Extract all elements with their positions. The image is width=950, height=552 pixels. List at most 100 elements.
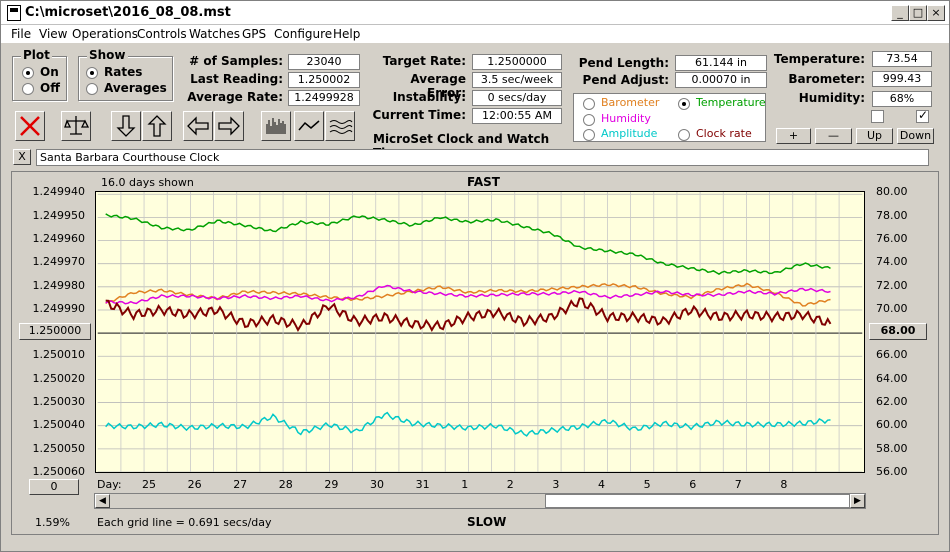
left-axis-tick: 1.250030 [32, 395, 86, 409]
right-arrow-button[interactable] [214, 111, 244, 141]
down-button[interactable]: Down [897, 128, 934, 144]
pend-length-field: 61.144 in [675, 55, 767, 71]
x-axis-tick: 2 [506, 478, 514, 491]
clock-rate-option-label: Clock rate [696, 127, 752, 140]
plus-button[interactable]: + [776, 128, 811, 144]
wave-graph-button[interactable] [325, 111, 355, 141]
x-axis-tick: 26 [187, 478, 202, 491]
chart-frame [11, 171, 939, 535]
menu-operations[interactable]: Operations [72, 27, 138, 41]
pend-length-label: Pend Length: [578, 56, 669, 70]
barometer-field: 999.43 [872, 71, 932, 87]
cancel-button[interactable] [15, 111, 45, 141]
x-axis-tick: 31 [415, 478, 430, 491]
left-axis-tick: 1.249960 [32, 231, 86, 245]
clock-rate-radio[interactable] [678, 129, 690, 141]
menu-file[interactable]: File [11, 27, 32, 41]
menu-view[interactable]: View [39, 27, 68, 41]
percent-label: 1.59% [35, 516, 70, 529]
plot-group: Plot [12, 48, 67, 101]
x-axis-tick: 28 [278, 478, 293, 491]
humidity-radio[interactable] [583, 114, 595, 126]
fast-label: FAST [467, 175, 500, 189]
amplitude-option-label: Amplitude [601, 127, 658, 140]
clear-name-button[interactable]: X [13, 149, 31, 165]
show-rates-radio[interactable] [86, 67, 98, 79]
left-arrow-button[interactable] [183, 111, 213, 141]
left-axis-tick: 1.250050 [32, 441, 86, 455]
pend-adjust-label: Pend Adjust: [582, 73, 669, 87]
instability-label: Instability: [392, 90, 466, 104]
up-button[interactable]: Up [856, 128, 893, 144]
bar-graph-button[interactable] [261, 111, 291, 141]
x-axis-tick: 7 [734, 478, 742, 491]
plot-on-radio[interactable] [22, 67, 34, 79]
rate-chart [95, 191, 865, 473]
left-axis-tick: 1.250060 [32, 465, 86, 478]
x-axis-tick: 25 [142, 478, 156, 491]
show-averages-radio[interactable] [86, 83, 98, 95]
menu-watches[interactable]: Watches [189, 27, 240, 41]
series-clock-rate-line [105, 297, 832, 332]
show-group: Show [78, 48, 173, 101]
menu-controls[interactable]: Controls [137, 27, 187, 41]
window-title: C:\microset\2016_08_08.mst [25, 5, 231, 20]
left-axis-tick: 1.250020 [32, 371, 86, 385]
line-graph-button[interactable] [294, 111, 324, 141]
temperature-field: 73.54 [872, 51, 932, 67]
left-axis-tick: 1.249950 [32, 208, 86, 222]
plot-off-label: Off [40, 81, 60, 95]
samples-field: 23040 [288, 54, 360, 70]
minus-button[interactable]: — [815, 128, 852, 144]
last-reading-label: Last Reading: [190, 72, 283, 86]
center-rate-button[interactable]: 1.250000 [19, 323, 91, 340]
menu-configure[interactable]: Configure [274, 27, 333, 41]
wave-graph-icon [329, 120, 353, 134]
center-sensor-button[interactable]: 68.00 [869, 323, 927, 340]
target-rate-field[interactable]: 1.2500000 [472, 54, 562, 70]
right-axis-tick: 60.00 [876, 418, 908, 432]
title-bar: C:\microset\2016_08_08.mst _ □ × [1, 1, 949, 25]
plot-off-radio[interactable] [22, 83, 34, 95]
horizontal-scrollbar[interactable]: ◀ ▶ [94, 493, 866, 509]
cancel-icon [20, 116, 40, 136]
right-axis-tick: 58.00 [876, 441, 908, 455]
bar-graph-icon [266, 118, 286, 134]
humidity-option-label: Humidity [601, 112, 651, 125]
average-error-field: 3.5 sec/week [472, 72, 562, 88]
right-axis-tick: 78.00 [876, 208, 908, 222]
arrow-down-icon [116, 115, 136, 137]
scroll-thumb[interactable] [545, 494, 850, 508]
scroll-right-icon[interactable]: ▶ [850, 494, 865, 508]
down-arrow-button[interactable] [111, 111, 141, 141]
maximize-button[interactable]: □ [909, 5, 927, 21]
x-axis-tick: 30 [370, 478, 384, 491]
barometer-radio[interactable] [583, 98, 595, 110]
left-checkbox[interactable] [871, 110, 884, 123]
balance-button[interactable] [61, 111, 91, 141]
clock-name-field[interactable]: Santa Barbara Courthouse Clock [36, 149, 929, 166]
left-axis-tick: 1.249980 [32, 278, 86, 292]
current-time-field: 12:00:55 AM [472, 108, 562, 124]
app-icon [7, 5, 21, 21]
sensor-select-panel [573, 93, 766, 142]
day-label: Day: [97, 478, 122, 491]
zero-button[interactable]: 0 [29, 479, 79, 495]
amplitude-radio[interactable] [583, 129, 595, 141]
last-reading-field: 1.250002 [288, 72, 360, 88]
temperature-radio[interactable] [678, 98, 690, 110]
right-axis-tick: 62.00 [876, 395, 908, 409]
x-axis-tick: 27 [233, 478, 248, 491]
series-temperature-line [105, 213, 831, 275]
menu-gps[interactable]: GPS [242, 27, 267, 41]
up-arrow-button[interactable] [142, 111, 172, 141]
series-amplitude-line [105, 411, 831, 437]
average-rate-label: Average Rate: [187, 90, 283, 104]
minimize-button[interactable]: _ [891, 5, 909, 21]
right-checkbox[interactable] [916, 108, 929, 123]
scroll-left-icon[interactable]: ◀ [95, 494, 110, 508]
menu-help[interactable]: Help [333, 27, 361, 41]
pend-adjust-field: 0.00070 in [675, 72, 767, 88]
close-button[interactable]: × [927, 5, 945, 21]
